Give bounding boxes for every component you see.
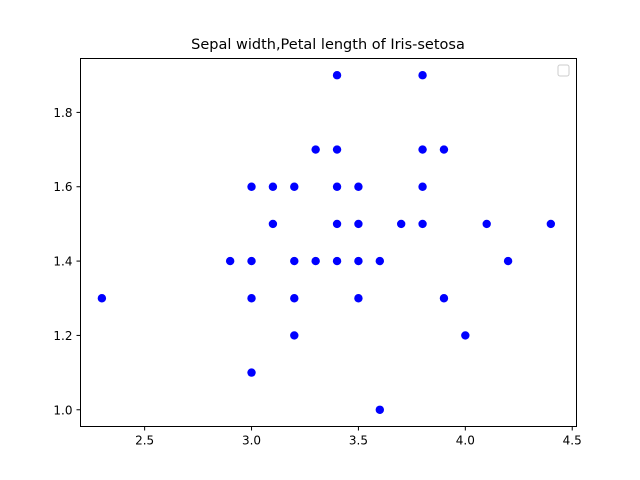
data-point: [290, 256, 299, 266]
data-point: [97, 294, 107, 303]
y-axis: 1.0 1.2 1.4 1.6 1.8: [53, 106, 81, 417]
data-point: [418, 219, 427, 229]
data-point: [311, 256, 320, 266]
data-point: [546, 219, 556, 229]
y-tick-label: 1.0: [53, 403, 72, 417]
data-point: [354, 256, 363, 266]
legend-box: [557, 64, 570, 77]
data-point: [268, 182, 278, 191]
data-point: [354, 294, 363, 303]
data-point: [418, 71, 427, 80]
x-axis: 2.5 3.0 3.5 4.0 4.5: [135, 426, 582, 448]
data-point: [247, 182, 256, 191]
data-point: [268, 219, 278, 229]
data-point: [332, 71, 342, 80]
data-point: [396, 219, 406, 229]
data-point: [332, 182, 342, 191]
x-tick-label: 3.5: [349, 434, 368, 448]
data-point: [225, 256, 235, 266]
y-tick-label: 1.4: [53, 255, 72, 269]
x-tick-label: 4.5: [563, 434, 582, 448]
data-point: [247, 294, 256, 303]
data-point: [290, 294, 299, 303]
data-point: [418, 145, 427, 154]
x-tick-label: 2.5: [135, 434, 154, 448]
data-point: [332, 256, 342, 266]
points-layer: [97, 71, 556, 414]
y-tick-label: 1.2: [53, 329, 72, 343]
plot-area-frame: [80, 58, 577, 427]
data-point: [332, 219, 342, 229]
data-point: [311, 145, 320, 154]
y-tick-label: 1.8: [53, 106, 72, 120]
data-point: [418, 182, 427, 191]
data-point: [482, 219, 491, 229]
data-point: [503, 256, 513, 266]
x-tick-label: 4.0: [456, 434, 475, 448]
data-point: [354, 182, 363, 191]
data-point: [439, 145, 449, 154]
data-point: [354, 219, 363, 229]
data-point: [290, 182, 299, 191]
y-tick-label: 1.6: [53, 180, 72, 194]
data-point: [247, 256, 256, 266]
data-point: [375, 405, 385, 414]
data-point: [290, 331, 299, 340]
data-point: [375, 256, 385, 266]
x-tick-label: 3.0: [242, 434, 261, 448]
data-point: [461, 331, 470, 340]
chart-title: Sepal width,Petal length of Iris-setosa: [191, 37, 465, 53]
data-point: [439, 294, 449, 303]
data-point: [332, 145, 342, 154]
data-point: [247, 368, 256, 377]
